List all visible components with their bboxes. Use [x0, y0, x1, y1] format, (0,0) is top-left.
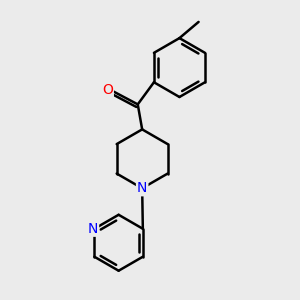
Text: O: O [102, 82, 113, 97]
Text: N: N [137, 181, 147, 195]
Text: N: N [88, 222, 98, 236]
